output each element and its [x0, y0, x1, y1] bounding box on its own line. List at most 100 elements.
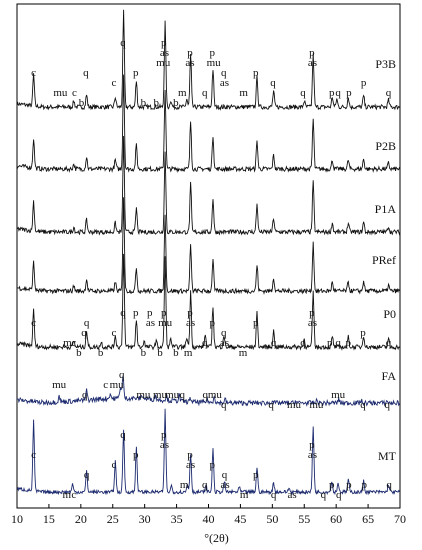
peak-label: mu [153, 389, 168, 401]
peak-label: as [308, 449, 317, 461]
peak-label: p [210, 459, 216, 471]
peak-label: b [153, 97, 159, 109]
plot-frame [16, 3, 401, 509]
peak-label: mu [207, 57, 222, 69]
peak-label: as [221, 479, 230, 491]
peak-label: m [63, 337, 72, 349]
peak-label: b [157, 347, 163, 359]
peak-label: as [220, 337, 229, 349]
peak-label: c [71, 489, 76, 501]
peak-label: mu [136, 389, 151, 401]
peak-label: q [84, 317, 90, 329]
series-label-p3b: P3B [375, 57, 396, 71]
peak-label: b [76, 347, 82, 359]
peak-label: m [239, 87, 248, 99]
series-line-p2b [16, 74, 401, 173]
peak-label: q [120, 37, 126, 49]
peak-label: q [203, 389, 209, 401]
peak-label: c [31, 67, 36, 79]
peak-label: q [202, 337, 208, 349]
peak-label: m [239, 347, 248, 359]
peak-label: q [321, 489, 327, 501]
peak-label: c [103, 379, 108, 391]
series-label-p0: P0 [383, 307, 396, 321]
series-label-p1a: P1A [375, 202, 397, 216]
peak-label: b [141, 347, 147, 359]
peak-label: q [202, 479, 208, 491]
peak-label: mu [309, 399, 324, 411]
peak-label: p [161, 307, 167, 319]
peak-label: b [173, 97, 179, 109]
peak-label: p [329, 479, 335, 491]
peak-label: q [180, 389, 186, 401]
peak-label: p [327, 337, 333, 349]
x-tick-label: 20 [75, 512, 87, 526]
peak-label: p [161, 429, 167, 441]
peak-label: q [221, 399, 227, 411]
peak-label: p [346, 337, 352, 349]
peak-label: mu [52, 379, 67, 391]
peak-label: q [271, 489, 277, 501]
peak-label: c [112, 459, 117, 471]
x-tick-label: 60 [330, 512, 342, 526]
peak-label: p [147, 307, 153, 319]
peak-label: c [112, 77, 117, 89]
peak-label: p [187, 307, 193, 319]
series-line-p1a [16, 135, 401, 236]
peak-label: q [300, 87, 306, 99]
peak-label: p [309, 307, 315, 319]
x-tick-label: 40 [203, 512, 215, 526]
peak-label: q [386, 337, 392, 349]
peak-label: q [270, 77, 276, 89]
peak-label: mu [331, 389, 346, 401]
x-tick-label: 50 [266, 512, 278, 526]
peak-label: c [31, 449, 36, 461]
x-tick-label: 65 [362, 512, 374, 526]
peak-label: q [335, 87, 341, 99]
peak-label: q [81, 327, 87, 339]
peak-label: p [362, 479, 368, 491]
peak-label: p [346, 87, 352, 99]
peak-label: p [133, 67, 139, 79]
peak-label: mu [53, 87, 68, 99]
peak-label: q [386, 479, 392, 491]
peak-label: c [112, 327, 117, 339]
peak-label: p [346, 479, 352, 491]
peak-label: as [288, 489, 297, 501]
x-tick-label: 45 [234, 512, 246, 526]
series-line-mt [16, 408, 401, 496]
peak-label: b [98, 347, 104, 359]
peak-label: p [253, 317, 259, 329]
peak-label: p [187, 449, 193, 461]
peak-label: p [210, 47, 216, 59]
peak-label: q [386, 87, 392, 99]
series-line-pref [16, 197, 401, 295]
peak-label: q [384, 399, 390, 411]
peak-label: c [31, 317, 36, 329]
peak-label: mu [165, 389, 180, 401]
peak-label: mu [287, 399, 302, 411]
peak-label: as [186, 317, 195, 329]
peak-label: q [271, 337, 277, 349]
peak-label: p [360, 327, 366, 339]
peak-label: mu [156, 57, 171, 69]
x-tick-label: 30 [139, 512, 151, 526]
peak-label: q [360, 399, 366, 411]
x-tick-label: 15 [43, 512, 55, 526]
peak-label: q [336, 489, 342, 501]
x-tick-label: 70 [394, 512, 406, 526]
peak-label: b [141, 97, 147, 109]
peak-label: mu [208, 389, 223, 401]
peak-label: as [186, 459, 195, 471]
peak-label: p [253, 67, 259, 79]
peak-label: m [178, 87, 187, 99]
x-tick-label: 55 [298, 512, 310, 526]
peak-label: as [146, 317, 155, 329]
peak-label: as [308, 317, 317, 329]
peak-label: q [268, 399, 274, 411]
peak-label: q [221, 327, 227, 339]
peak-label: p [133, 449, 139, 461]
peak-label: q [300, 337, 306, 349]
peak-label: c [72, 87, 77, 99]
